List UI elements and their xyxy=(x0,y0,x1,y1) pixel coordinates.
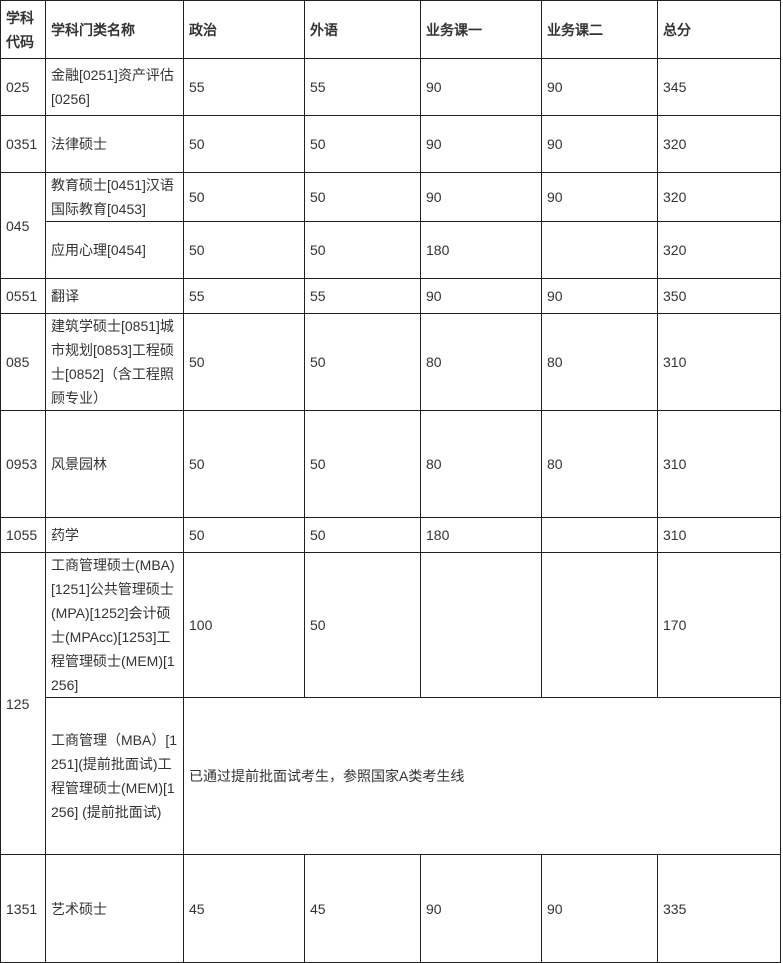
cell-total: 345 xyxy=(657,58,781,116)
cell-subject-2: 90 xyxy=(541,58,658,116)
header-subject-2: 业务课二 xyxy=(541,0,658,59)
cell-politics: 100 xyxy=(183,552,305,698)
cell-total: 320 xyxy=(657,221,781,279)
cell-name: 建筑学硕士[0851]城市规划[0853]工程硕士[0852]（含工程照顾专业） xyxy=(45,313,184,411)
cell-name: 艺术硕士 xyxy=(45,854,184,963)
cell-total: 310 xyxy=(657,410,781,518)
cell-code: 085 xyxy=(0,313,46,411)
cell-total: 350 xyxy=(657,278,781,314)
cell-subject-1: 80 xyxy=(420,410,542,518)
cell-name: 工商管理硕士(MBA)[1251]公共管理硕士(MPA)[1252]会计硕士(M… xyxy=(45,552,184,698)
cell-subject-1: 90 xyxy=(420,854,542,963)
cell-subject-1: 90 xyxy=(420,58,542,116)
cell-name: 翻译 xyxy=(45,278,184,314)
header-foreign-language: 外语 xyxy=(304,0,421,59)
header-name: 学科门类名称 xyxy=(45,0,184,59)
cell-foreign-language: 50 xyxy=(304,313,421,411)
cell-total: 335 xyxy=(657,854,781,963)
cell-politics: 45 xyxy=(183,854,305,963)
table-row: 工商管理（MBA）[1251](提前批面试)工程管理硕士(MEM)[1256] … xyxy=(1,697,781,855)
table-row: 0953 风景园林 50 50 80 80 310 xyxy=(0,410,781,518)
cell-politics: 50 xyxy=(183,115,305,173)
cell-name: 应用心理[0454] xyxy=(45,221,184,279)
cell-total: 170 xyxy=(657,552,781,698)
cell-code: 045 xyxy=(0,172,46,279)
cell-subject-1: 180 xyxy=(420,221,542,279)
cell-code: 125 xyxy=(0,552,46,855)
table-row: 045 教育硕士[0451]汉语国际教育[0453] 50 50 90 90 320 xyxy=(0,172,781,279)
table-row: 1055 药学 50 50 180 310 xyxy=(0,517,781,553)
header-code: 学科代码 xyxy=(0,0,46,59)
cell-foreign-language: 55 xyxy=(304,58,421,116)
cell-subject-1: 180 xyxy=(420,517,542,553)
cell-total: 310 xyxy=(657,313,781,411)
cell-politics: 50 xyxy=(183,221,305,279)
cell-foreign-language: 55 xyxy=(304,278,421,314)
header-total: 总分 xyxy=(657,0,781,59)
header-row: 学科代码 学科门类名称 政治 外语 业务课一 业务课二 总分 xyxy=(0,0,781,59)
cell-subject-2: 80 xyxy=(541,410,658,518)
cell-politics: 50 xyxy=(183,313,305,411)
table-row: 应用心理[0454] 50 50 180 320 xyxy=(1,221,781,279)
cell-code: 0351 xyxy=(0,115,46,173)
cell-name: 药学 xyxy=(45,517,184,553)
table-body: 025 金融[0251]资产评估[0256] 55 55 90 90 345 0351 法律硕士… xyxy=(0,58,781,963)
cell-subject-1: 90 xyxy=(420,115,542,173)
cell-code: 1055 xyxy=(0,517,46,553)
cell-politics: 50 xyxy=(183,172,305,222)
cell-subject-2: 90 xyxy=(541,115,658,173)
cell-foreign-language: 50 xyxy=(304,221,421,279)
table-row: 125 工商管理硕士(MBA)[1251]公共管理硕士(MPA)[1252]会计硕… xyxy=(0,552,781,855)
header-politics: 政治 xyxy=(183,0,305,59)
cell-code: 0953 xyxy=(0,410,46,518)
cell-total: 320 xyxy=(657,115,781,173)
cell-code: 1351 xyxy=(0,854,46,963)
table-row: 1351 艺术硕士 45 45 90 90 335 xyxy=(0,854,781,963)
cell-name: 金融[0251]资产评估[0256] xyxy=(45,58,184,116)
cell-politics: 50 xyxy=(183,517,305,553)
cell-code: 025 xyxy=(0,58,46,116)
cell-foreign-language: 50 xyxy=(304,115,421,173)
cell-total: 320 xyxy=(657,172,781,222)
cell-foreign-language: 50 xyxy=(304,552,421,698)
cell-name: 风景园林 xyxy=(45,410,184,518)
cell-politics: 55 xyxy=(183,278,305,314)
cell-subject-1: 90 xyxy=(420,172,542,222)
cell-subject-2 xyxy=(541,552,658,698)
cell-subject-1: 80 xyxy=(420,313,542,411)
cell-name: 法律硕士 xyxy=(45,115,184,173)
cell-subject-1: 90 xyxy=(420,278,542,314)
cell-note: 已通过提前批面试考生，参照国家A类考生线 xyxy=(183,697,781,855)
cell-subject-2: 80 xyxy=(541,313,658,411)
cell-code: 0551 xyxy=(0,278,46,314)
table-row: 0551 翻译 55 55 90 90 350 xyxy=(0,278,781,314)
cell-foreign-language: 50 xyxy=(304,410,421,518)
cell-foreign-language: 45 xyxy=(304,854,421,963)
cell-subject-2: 90 xyxy=(541,854,658,963)
cell-foreign-language: 50 xyxy=(304,172,421,222)
cell-subject-2 xyxy=(541,221,658,279)
cell-subject-1 xyxy=(420,552,542,698)
table-row: 0351 法律硕士 50 50 90 90 320 xyxy=(0,115,781,173)
cell-subject-2 xyxy=(541,517,658,553)
table-row: 085 建筑学硕士[0851]城市规划[0853]工程硕士[0852]（含工程照顾… xyxy=(0,313,781,411)
table-row: 025 金融[0251]资产评估[0256] 55 55 90 90 345 xyxy=(0,58,781,116)
header-subject-1: 业务课一 xyxy=(420,0,542,59)
cell-foreign-language: 50 xyxy=(304,517,421,553)
cell-name: 工商管理（MBA）[1251](提前批面试)工程管理硕士(MEM)[1256] … xyxy=(45,697,184,855)
cell-politics: 50 xyxy=(183,410,305,518)
cell-subject-2: 90 xyxy=(541,278,658,314)
cell-subject-2: 90 xyxy=(541,172,658,222)
cell-total: 310 xyxy=(657,517,781,553)
cell-politics: 55 xyxy=(183,58,305,116)
cell-name: 教育硕士[0451]汉语国际教育[0453] xyxy=(45,172,184,222)
